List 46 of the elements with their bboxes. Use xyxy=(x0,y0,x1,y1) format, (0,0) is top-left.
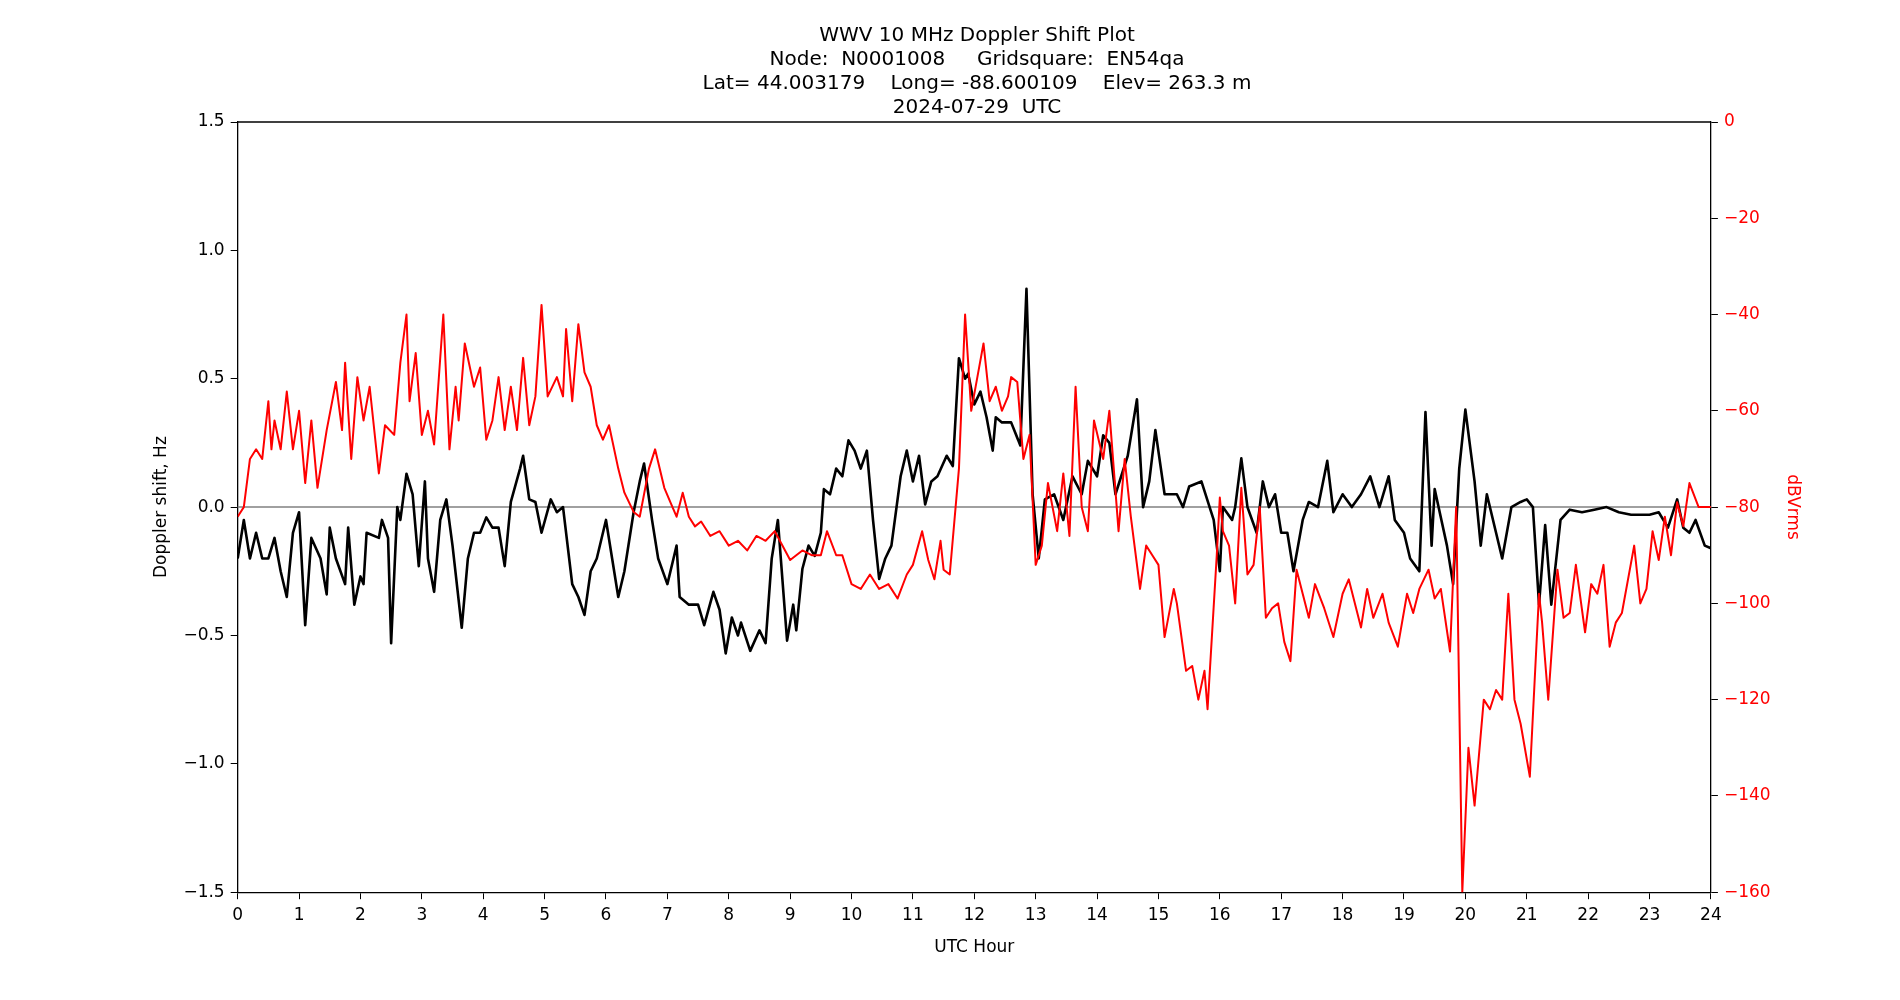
x-tick-label: 18 xyxy=(1331,903,1354,924)
y-tick-label: 1.5 xyxy=(197,110,225,131)
y-tick-label: 1.0 xyxy=(197,238,225,259)
chart-title: WWV 10 MHz Doppler Shift Plot xyxy=(819,22,1135,47)
x-tick-label: 5 xyxy=(539,903,551,924)
y-tick-label: −1.5 xyxy=(183,880,225,901)
x-tick-label: 0 xyxy=(232,903,244,924)
y2-axis-title: dBVrms xyxy=(1784,474,1805,541)
x-tick-label: 22 xyxy=(1577,903,1599,924)
y-tick-label: 0.0 xyxy=(197,495,225,516)
x-tick-label: 4 xyxy=(477,903,489,924)
y2-tick-label: −140 xyxy=(1723,784,1771,805)
y2-tick-label: −160 xyxy=(1723,880,1771,901)
y-axis-title: Doppler shift, Hz xyxy=(149,436,170,579)
x-tick-label: 12 xyxy=(963,903,986,924)
y2-tick-label: −40 xyxy=(1723,302,1760,323)
x-tick-label: 6 xyxy=(600,903,612,924)
x-tick-label: 7 xyxy=(661,903,673,924)
x-tick-label: 13 xyxy=(1024,903,1047,924)
y2-tick-label: 0 xyxy=(1723,110,1735,131)
x-tick-label: 16 xyxy=(1209,903,1231,924)
x-tick-label: 17 xyxy=(1270,903,1293,924)
y-tick-label: 0.5 xyxy=(197,367,225,388)
x-tick-label: 9 xyxy=(784,903,796,924)
y-tick-label: −0.5 xyxy=(183,623,225,644)
x-tick-label: 14 xyxy=(1086,903,1108,924)
x-tick-label: 15 xyxy=(1147,903,1170,924)
y-tick-label: −1.0 xyxy=(183,752,225,773)
x-tick-label: 2 xyxy=(355,903,366,924)
x-tick-label: 20 xyxy=(1454,903,1477,924)
x-tick-label: 24 xyxy=(1700,903,1722,924)
x-axis-title: UTC Hour xyxy=(934,936,1015,957)
x-tick-label: 19 xyxy=(1393,903,1415,924)
x-tick-label: 21 xyxy=(1515,903,1538,924)
y2-tick-label: −100 xyxy=(1723,591,1771,612)
y2-tick-label: −20 xyxy=(1723,206,1760,227)
x-tick-label: 10 xyxy=(840,903,863,924)
chart-subtitle: Node: N0001008 Gridsquare: EN54qa Lat= 44.003179 Long= -88.600109 Elev= 263.3 m 2024-07-29 UTC xyxy=(702,46,1252,119)
x-tick-label: 11 xyxy=(902,903,924,924)
y2-tick-label: −80 xyxy=(1723,495,1760,516)
x-tick-label: 23 xyxy=(1638,903,1661,924)
y2-tick-label: −120 xyxy=(1723,688,1771,709)
x-tick-label: 1 xyxy=(293,903,305,924)
y2-tick-label: −60 xyxy=(1723,399,1760,420)
x-tick-label: 8 xyxy=(723,903,735,924)
x-tick-label: 3 xyxy=(416,903,428,924)
